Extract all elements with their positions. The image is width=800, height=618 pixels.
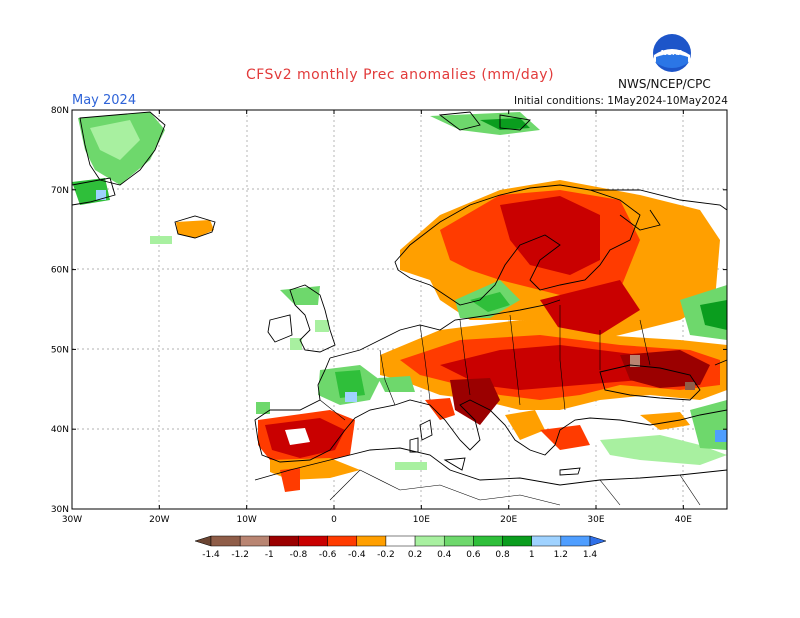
anomaly-fields [72,112,727,492]
lon-label: 20E [500,515,517,525]
legend-swatch [210,535,241,547]
legend-swatch [269,535,299,547]
legend-label: 0.6 [466,550,481,560]
legend-label: -0.6 [319,550,337,560]
legend-label: 1 [529,550,535,560]
legend-label: -1.2 [231,550,249,560]
initial-conditions: Initial conditions: 1May2024-10May2024 [514,95,728,107]
legend-arrow-right [589,535,607,547]
legend-label: 1.4 [583,550,598,560]
legend-swatch [502,535,532,547]
agency-label: NWS/NCEP/CPC [618,77,711,91]
legend-swatch [239,535,270,547]
lon-label: 40E [675,515,692,525]
lon-label: 10W [236,515,256,525]
legend-label: -1 [265,550,274,560]
coastlines [71,111,728,506]
legend-label: -0.4 [348,550,366,560]
legend-swatch [443,535,474,547]
chart-title: CFSv2 monthly Prec anomalies (mm/day) [245,67,555,83]
legend-swatch [327,535,358,547]
legend-swatch [473,535,503,547]
legend-swatch [560,535,591,547]
legend-label: 1.2 [554,550,568,560]
legend-swatch [531,535,562,547]
legend-swatch [356,535,387,547]
lon-label: 30W [62,515,82,525]
legend-label: -1.4 [202,550,220,560]
lat-label: 70N [51,186,69,196]
legend-label: 0.8 [495,550,510,560]
color-legend: -1.4 -1.2 -1 -0.8 -0.6 -0.4 -0.2 0.2 0.4 0.6 0.8 1 1… [194,535,607,560]
lon-label: 10E [413,515,430,525]
noaa-logo: NOAA [653,34,691,72]
lat-label: 80N [51,106,69,116]
legend-swatch [414,535,445,547]
lon-label: 0 [331,515,337,525]
lon-label: 20W [149,515,169,525]
legend-arrow-left [194,535,212,547]
legend-label: -0.2 [377,550,395,560]
lon-label: 30E [587,515,604,525]
legend-swatch [298,535,328,547]
forecast-month: May 2024 [72,93,137,108]
lat-label: 40N [51,425,69,435]
lat-label: 30N [51,505,69,515]
lat-label: 60N [51,266,69,276]
legend-label: 0.4 [437,550,452,560]
legend-label: -0.8 [290,550,308,560]
svg-text:NOAA: NOAA [661,49,684,57]
longitude-axis: 30W 20W 10W 0 10E 20E 30E 40E [62,110,692,525]
legend-swatch [385,535,416,547]
lat-label: 50N [51,345,69,355]
latitude-axis: 80N 70N 60N 50N 40N 30N [51,106,727,515]
legend-label: 0.2 [408,550,422,560]
